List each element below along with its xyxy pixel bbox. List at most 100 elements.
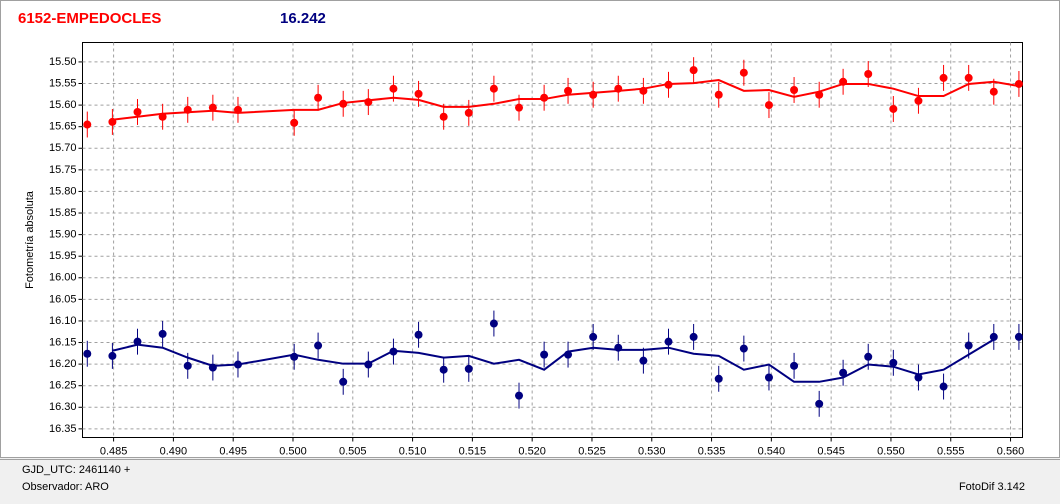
x-tick-label: 0.530: [638, 445, 666, 457]
data-point: [233, 105, 242, 114]
data-point: [664, 80, 673, 89]
data-point: [83, 349, 92, 358]
data-point: [815, 399, 824, 408]
data-point: [339, 377, 348, 386]
x-tick-label: 0.515: [459, 445, 487, 457]
data-point: [158, 112, 167, 121]
data-point: [414, 330, 423, 339]
y-tick-label: 16.10: [49, 315, 77, 327]
footer-observer: Observador: ARO: [22, 481, 109, 493]
x-tick-label: 0.525: [578, 445, 606, 457]
data-point: [939, 382, 948, 391]
x-tick-label: 0.540: [758, 445, 786, 457]
data-point: [764, 373, 773, 382]
data-point: [815, 90, 824, 99]
data-point: [540, 350, 549, 359]
y-axis-label: Fotometría absoluta: [24, 190, 36, 289]
data-point: [133, 337, 142, 346]
data-point: [914, 96, 923, 105]
data-point: [964, 73, 973, 82]
data-point: [314, 93, 323, 102]
y-tick-label: 16.05: [49, 293, 77, 305]
data-point: [614, 84, 623, 93]
data-point: [689, 332, 698, 341]
y-tick-label: 15.75: [49, 164, 77, 176]
data-point: [515, 103, 524, 112]
footer-software: FotoDif 3.142: [959, 481, 1025, 493]
data-point: [233, 360, 242, 369]
data-point: [439, 365, 448, 374]
data-point: [133, 108, 142, 117]
data-point: [564, 86, 573, 95]
x-tick-label: 0.535: [698, 445, 726, 457]
y-tick-label: 16.20: [49, 358, 77, 370]
data-point: [639, 86, 648, 95]
data-point: [790, 361, 799, 370]
x-tick-label: 0.545: [817, 445, 845, 457]
chart-subtitle: 16.242: [280, 10, 326, 27]
data-point: [614, 343, 623, 352]
x-tick-label: 0.520: [518, 445, 546, 457]
data-point: [389, 347, 398, 356]
chart-title: 6152-EMPEDOCLES: [18, 10, 161, 27]
data-point: [639, 356, 648, 365]
data-point: [914, 373, 923, 382]
data-point: [739, 344, 748, 353]
data-point: [714, 374, 723, 383]
x-tick-label: 0.495: [219, 445, 247, 457]
data-point: [158, 329, 167, 338]
data-point: [689, 66, 698, 75]
y-tick-label: 16.00: [49, 272, 77, 284]
data-point: [489, 319, 498, 328]
data-point: [364, 98, 373, 107]
data-point: [839, 368, 848, 377]
data-point: [739, 68, 748, 77]
x-tick-label: 0.500: [279, 445, 307, 457]
y-tick-label: 15.50: [49, 56, 77, 68]
data-point: [208, 103, 217, 112]
data-point: [839, 77, 848, 86]
data-point: [364, 360, 373, 369]
data-point: [183, 105, 192, 114]
footer-date: GJD_UTC: 2461140 +: [22, 464, 130, 476]
data-point: [1014, 332, 1023, 341]
data-point: [989, 87, 998, 96]
x-tick-label: 0.490: [160, 445, 188, 457]
x-tick-label: 0.550: [877, 445, 905, 457]
data-point: [889, 358, 898, 367]
data-point: [764, 101, 773, 110]
x-tick-label: 0.485: [100, 445, 128, 457]
data-point: [464, 108, 473, 117]
x-tick-label: 0.560: [997, 445, 1025, 457]
y-tick-label: 16.30: [49, 401, 77, 413]
y-tick-label: 16.25: [49, 380, 77, 392]
data-point: [889, 104, 898, 113]
data-point: [389, 84, 398, 93]
x-tick-label: 0.555: [937, 445, 965, 457]
y-tick-label: 15.95: [49, 250, 77, 262]
data-point: [939, 73, 948, 82]
data-point: [714, 90, 723, 99]
plot-area: [82, 42, 1023, 438]
data-point: [790, 85, 799, 94]
x-tick-label: 0.510: [399, 445, 427, 457]
y-tick-label: 15.70: [49, 142, 77, 154]
data-point: [290, 352, 299, 361]
fit-line: [112, 79, 1020, 121]
data-point: [489, 84, 498, 93]
data-point: [864, 70, 873, 79]
data-point: [339, 99, 348, 108]
data-point: [515, 391, 524, 400]
y-tick-label: 16.35: [49, 423, 77, 435]
data-point: [664, 337, 673, 346]
data-point: [540, 93, 549, 102]
data-point: [414, 89, 423, 98]
data-point: [589, 332, 598, 341]
data-point: [208, 363, 217, 372]
data-point: [108, 351, 117, 360]
y-tick-label: 16.15: [49, 336, 77, 348]
y-tick-label: 15.90: [49, 229, 77, 241]
data-point: [108, 117, 117, 126]
data-point: [314, 341, 323, 350]
